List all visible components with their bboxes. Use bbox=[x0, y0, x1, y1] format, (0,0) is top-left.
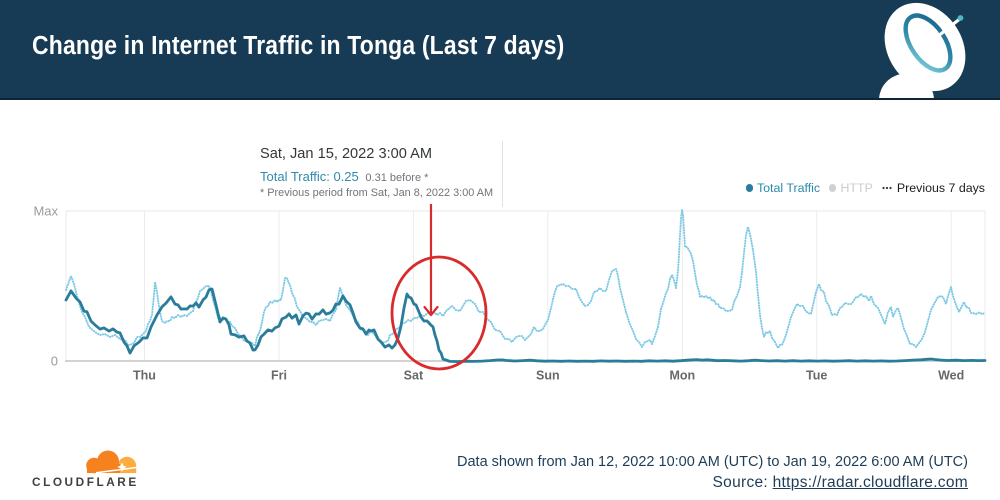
svg-text:Fri: Fri bbox=[271, 369, 287, 383]
svg-text:Max: Max bbox=[33, 204, 58, 219]
svg-text:Sat: Sat bbox=[404, 369, 424, 383]
svg-text:Wed: Wed bbox=[938, 369, 964, 383]
svg-text:Tue: Tue bbox=[806, 369, 827, 383]
svg-text:Mon: Mon bbox=[669, 369, 695, 383]
svg-text:Sun: Sun bbox=[536, 369, 560, 383]
svg-text:Thu: Thu bbox=[133, 369, 156, 383]
svg-text:0: 0 bbox=[51, 354, 58, 369]
svg-text:CLOUDFLARE: CLOUDFLARE bbox=[32, 475, 139, 489]
